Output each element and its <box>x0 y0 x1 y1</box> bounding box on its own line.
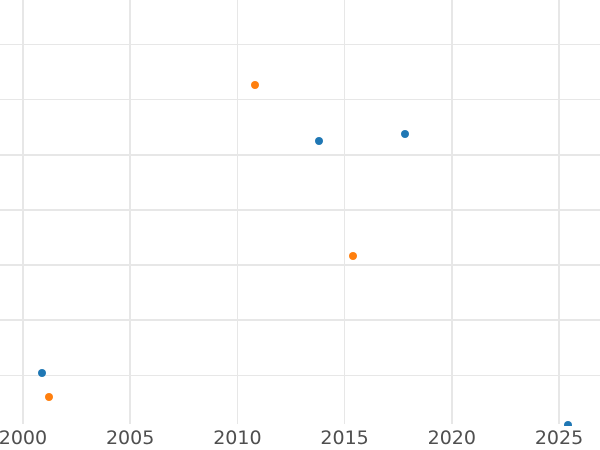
gridline-horizontal <box>0 154 600 156</box>
plot-area <box>0 0 600 426</box>
data-point-orange <box>44 393 53 402</box>
gridline-horizontal <box>0 374 600 377</box>
gridline-vertical <box>22 0 24 424</box>
data-point-blue <box>38 368 47 377</box>
x-axis: 2000 2005 2010 2015 2020 2025 <box>0 427 600 450</box>
gridline-horizontal <box>0 43 600 46</box>
gridline-vertical <box>558 0 560 424</box>
gridline-horizontal <box>0 264 600 266</box>
x-tick-label: 2005 <box>105 427 155 449</box>
data-point-blue <box>400 130 409 139</box>
data-point-blue <box>314 137 323 146</box>
x-tick-label: 2010 <box>213 427 262 449</box>
gridline-horizontal <box>0 209 600 211</box>
data-point-orange <box>250 81 259 90</box>
gridline-vertical <box>236 0 239 424</box>
gridline-horizontal <box>0 98 600 101</box>
data-point-blue <box>563 420 572 426</box>
x-tick-label: 2000 <box>0 427 48 449</box>
x-tick-label: 2015 <box>320 427 369 449</box>
gridline-vertical <box>451 0 453 424</box>
data-point-orange <box>349 251 358 260</box>
gridline-vertical <box>343 0 346 424</box>
x-tick-label: 2025 <box>534 427 584 449</box>
gridline-vertical <box>129 0 131 424</box>
x-tick-label: 2020 <box>427 427 476 449</box>
gridline-horizontal <box>0 319 600 321</box>
